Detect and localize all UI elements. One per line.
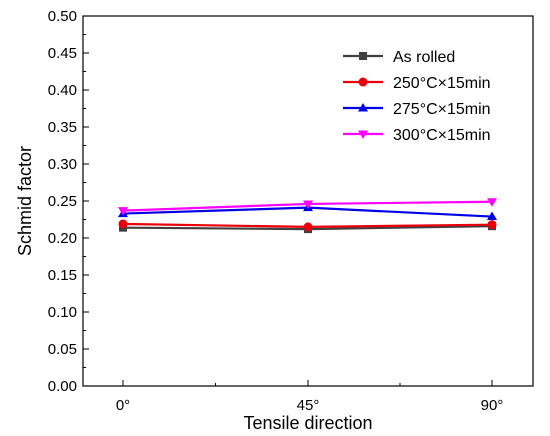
y-tick-label: 0.35 xyxy=(48,119,77,136)
data-point xyxy=(118,219,128,229)
data-point xyxy=(487,220,497,230)
y-tick-label: 0.50 xyxy=(48,8,77,25)
y-axis-title: Schmid factor xyxy=(15,146,35,256)
series-2 xyxy=(118,219,497,232)
x-tick-label: 45° xyxy=(297,397,320,414)
legend-item: As rolled xyxy=(343,49,455,66)
legend-swatch-marker xyxy=(358,130,368,139)
y-tick-label: 0.00 xyxy=(48,378,77,395)
y-tick-label: 0.45 xyxy=(48,45,77,62)
x-tick-label: 90° xyxy=(481,397,504,414)
x-axis-title: Tensile direction xyxy=(243,413,372,433)
legend-item: 250°C×15min xyxy=(343,75,491,92)
data-point xyxy=(487,198,497,207)
x-tick-label: 0° xyxy=(116,397,130,414)
legend-swatch-marker xyxy=(358,103,368,112)
series-layer xyxy=(118,198,497,234)
y-tick-label: 0.15 xyxy=(48,267,77,284)
y-tick-label: 0.10 xyxy=(48,304,77,321)
y-tick-label: 0.25 xyxy=(48,193,77,210)
y-tick-label: 0.05 xyxy=(48,341,77,358)
legend-label: 275°C×15min xyxy=(393,101,491,118)
legend-swatch-marker xyxy=(359,52,367,60)
data-point xyxy=(303,222,313,232)
legend: As rolled 250°C×15min 275°C×15min 300°C×15m… xyxy=(343,49,491,144)
legend-label: As rolled xyxy=(393,49,455,66)
y-tick-label: 0.30 xyxy=(48,156,77,173)
data-point xyxy=(118,207,128,216)
legend-item: 275°C×15min xyxy=(343,101,491,118)
legend-swatch-marker xyxy=(358,77,368,87)
series-4 xyxy=(118,198,497,216)
legend-label: 250°C×15min xyxy=(393,75,491,92)
axes-layer: 0.00 0.05 0.10 0.15 0.20 0.25 0.30 0.35 0.40 0.45… xyxy=(48,8,504,414)
data-point xyxy=(487,211,497,221)
legend-label: 300°C×15min xyxy=(393,127,491,144)
legend-item: 300°C×15min xyxy=(343,127,491,144)
y-tick-label: 0.40 xyxy=(48,82,77,99)
y-tick-label: 0.20 xyxy=(48,230,77,247)
data-point xyxy=(303,200,313,209)
